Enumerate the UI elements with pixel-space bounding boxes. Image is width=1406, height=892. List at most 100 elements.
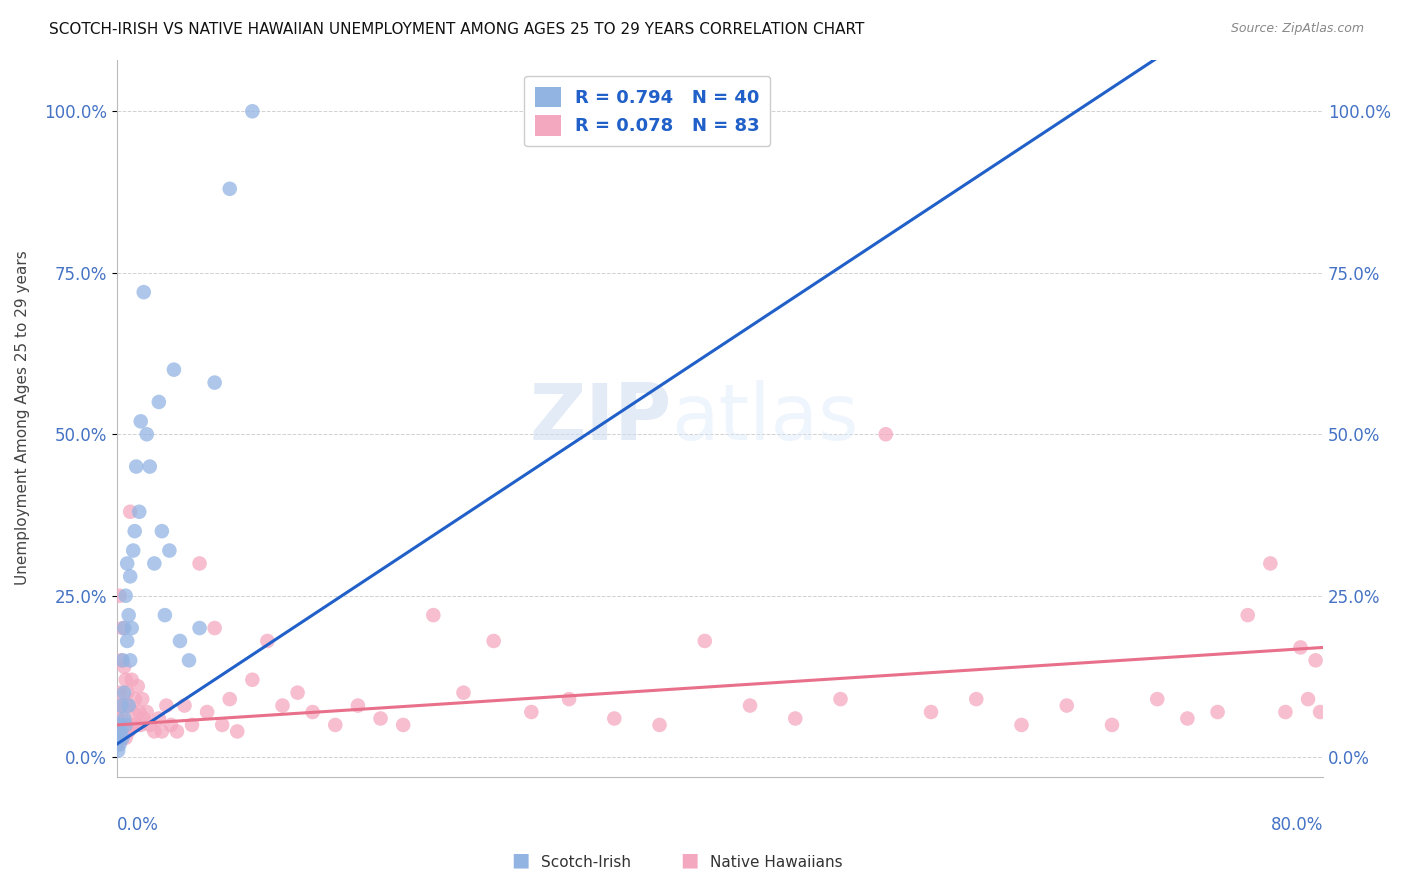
- Point: [181, 718, 204, 732]
- Point: [177, 653, 200, 667]
- Point: [120, 569, 142, 583]
- Point: [1206, 705, 1229, 719]
- Point: [108, 686, 131, 700]
- Text: 0.0%: 0.0%: [117, 816, 159, 834]
- Text: Native Hawaiians: Native Hawaiians: [710, 855, 842, 870]
- Point: [112, 686, 135, 700]
- Text: ■: ■: [510, 851, 530, 870]
- Point: [1011, 718, 1033, 732]
- Point: [160, 718, 183, 732]
- Point: [1236, 608, 1258, 623]
- Point: [830, 692, 852, 706]
- Point: [121, 621, 143, 635]
- Point: [121, 673, 143, 687]
- Text: Source: ZipAtlas.com: Source: ZipAtlas.com: [1230, 22, 1364, 36]
- Point: [240, 104, 263, 119]
- Point: [121, 718, 143, 732]
- Point: [271, 698, 294, 713]
- Point: [150, 724, 173, 739]
- Point: [128, 505, 150, 519]
- Point: [139, 459, 162, 474]
- Point: [1260, 557, 1282, 571]
- Point: [188, 557, 211, 571]
- Point: [157, 543, 180, 558]
- Point: [143, 724, 166, 739]
- Point: [218, 182, 240, 196]
- Point: [875, 427, 897, 442]
- Point: [107, 744, 129, 758]
- Point: [110, 731, 132, 745]
- Point: [110, 698, 132, 713]
- Point: [520, 705, 543, 719]
- Point: [114, 589, 136, 603]
- Point: [118, 724, 141, 739]
- Point: [111, 718, 134, 732]
- Point: [124, 524, 146, 538]
- Point: [135, 705, 157, 719]
- Point: [118, 608, 141, 623]
- Point: [1305, 653, 1327, 667]
- Point: [139, 718, 162, 732]
- Point: [1146, 692, 1168, 706]
- Point: [301, 705, 323, 719]
- Text: SCOTCH-IRISH VS NATIVE HAWAIIAN UNEMPLOYMENT AMONG AGES 25 TO 29 YEARS CORRELATI: SCOTCH-IRISH VS NATIVE HAWAIIAN UNEMPLOY…: [49, 22, 865, 37]
- Point: [112, 711, 135, 725]
- Legend: R = 0.794   N = 40, R = 0.078   N = 83: R = 0.794 N = 40, R = 0.078 N = 83: [524, 76, 770, 146]
- Point: [482, 634, 505, 648]
- Point: [323, 718, 346, 732]
- Point: [370, 711, 392, 725]
- Point: [131, 692, 153, 706]
- Point: [111, 653, 134, 667]
- Point: [558, 692, 581, 706]
- Point: [111, 621, 134, 635]
- Point: [1274, 705, 1296, 719]
- Point: [108, 589, 131, 603]
- Point: [120, 653, 142, 667]
- Point: [107, 737, 129, 751]
- Text: atlas: atlas: [672, 380, 859, 456]
- Point: [115, 634, 138, 648]
- Point: [115, 718, 138, 732]
- Text: Scotch-Irish: Scotch-Irish: [541, 855, 631, 870]
- Point: [110, 724, 132, 739]
- Point: [150, 524, 173, 538]
- Point: [125, 718, 148, 732]
- Point: [347, 698, 370, 713]
- Point: [132, 711, 155, 725]
- Point: [173, 698, 195, 713]
- Point: [111, 731, 134, 745]
- Point: [129, 718, 152, 732]
- Point: [148, 711, 170, 725]
- Point: [108, 737, 131, 751]
- Point: [115, 686, 138, 700]
- Point: [125, 459, 148, 474]
- Point: [693, 634, 716, 648]
- Text: 80.0%: 80.0%: [1271, 816, 1323, 834]
- Point: [648, 718, 671, 732]
- Point: [110, 698, 132, 713]
- Point: [112, 621, 135, 635]
- Point: [218, 692, 240, 706]
- Point: [118, 698, 141, 713]
- Y-axis label: Unemployment Among Ages 25 to 29 years: Unemployment Among Ages 25 to 29 years: [15, 251, 30, 585]
- Text: ■: ■: [679, 851, 699, 870]
- Point: [163, 362, 186, 376]
- Point: [110, 711, 132, 725]
- Point: [108, 724, 131, 739]
- Point: [114, 673, 136, 687]
- Point: [107, 731, 129, 745]
- Point: [108, 718, 131, 732]
- Point: [965, 692, 987, 706]
- Point: [1177, 711, 1199, 725]
- Point: [287, 686, 309, 700]
- Point: [603, 711, 626, 725]
- Point: [148, 395, 170, 409]
- Point: [127, 679, 149, 693]
- Point: [135, 427, 157, 442]
- Point: [204, 621, 226, 635]
- Point: [114, 731, 136, 745]
- Point: [107, 711, 129, 725]
- Point: [453, 686, 475, 700]
- Point: [129, 414, 152, 428]
- Point: [153, 608, 176, 623]
